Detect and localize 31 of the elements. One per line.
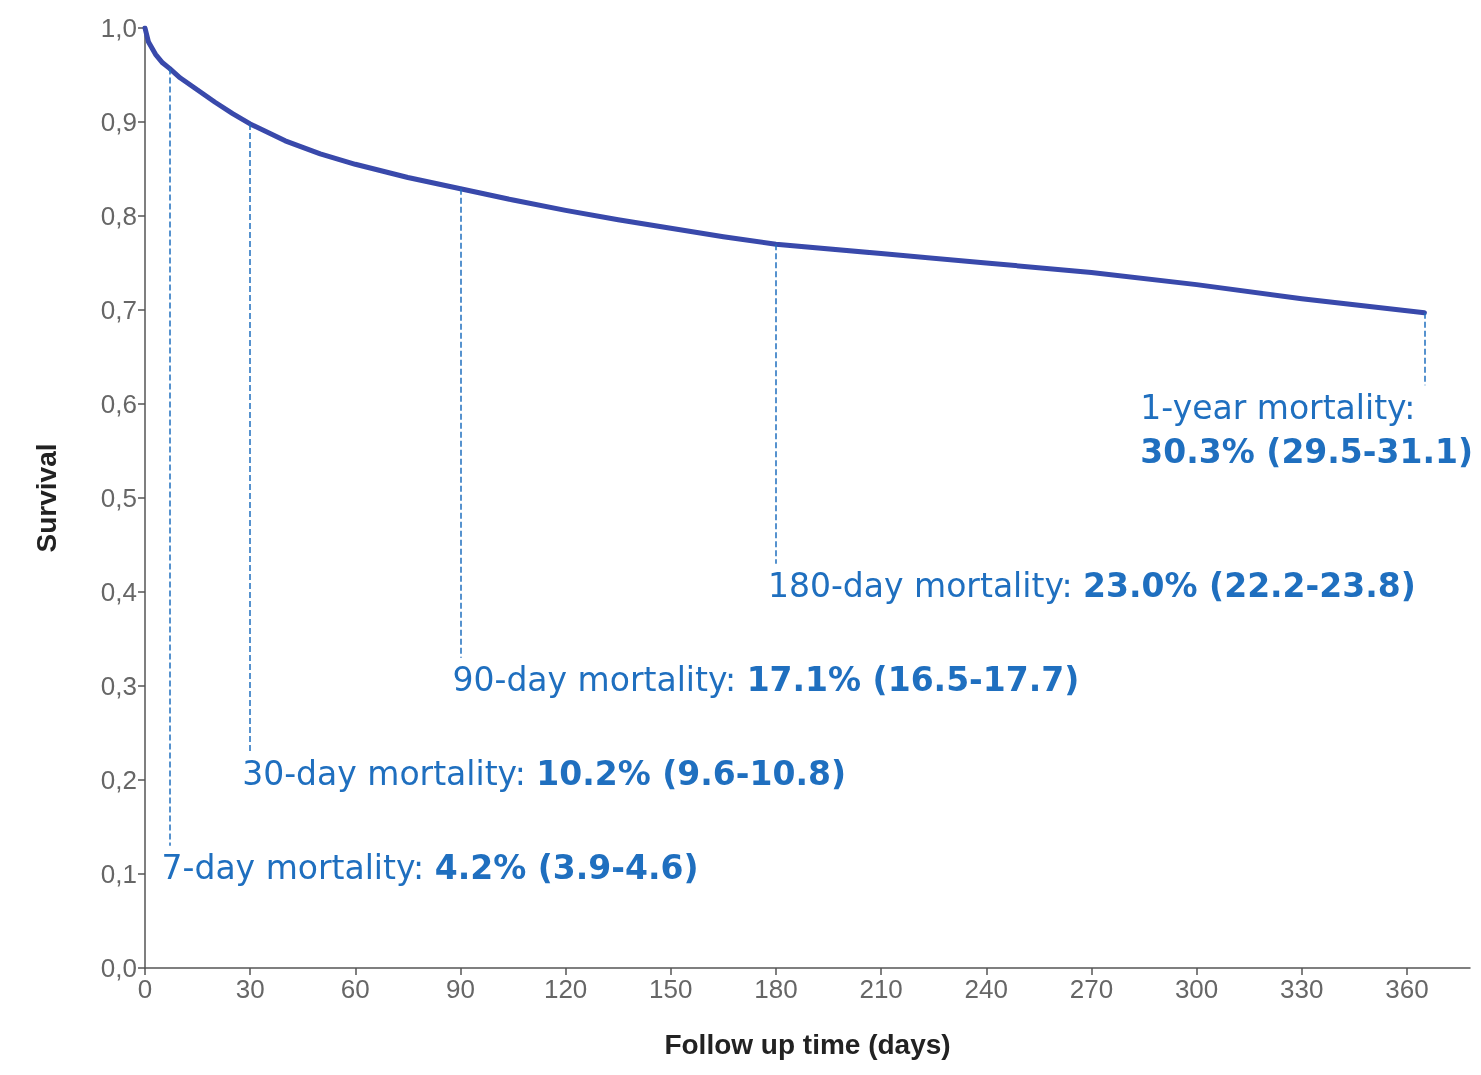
y-tick-label: 0,9 bbox=[100, 107, 137, 137]
x-tick-label: 210 bbox=[859, 974, 903, 1004]
x-tick-label: 360 bbox=[1385, 974, 1429, 1004]
y-tick-label: 0,6 bbox=[100, 389, 137, 419]
y-tick-label: 0,1 bbox=[100, 859, 137, 889]
y-tick-label: 0,8 bbox=[100, 201, 137, 231]
annotation: 7-day mortality: 4.2% (3.9-4.6) bbox=[161, 848, 699, 888]
x-tick-label: 0 bbox=[137, 974, 153, 1004]
y-tick-label: 0,7 bbox=[100, 295, 137, 325]
x-tick-label: 90 bbox=[446, 974, 475, 1004]
x-tick-label: 240 bbox=[964, 974, 1008, 1004]
annotation: 180-day mortality: 23.0% (22.2-23.8) bbox=[767, 566, 1416, 606]
x-axis-title: Follow up time (days) bbox=[664, 1028, 951, 1060]
x-tick-label: 330 bbox=[1280, 974, 1324, 1004]
y-tick-label: 0,2 bbox=[100, 765, 137, 795]
annotation: 90-day mortality: 17.1% (16.5-17.7) bbox=[452, 660, 1080, 700]
y-tick-label: 1,0 bbox=[100, 13, 137, 43]
x-tick-label: 270 bbox=[1069, 974, 1114, 1004]
y-axis-title: Survival bbox=[30, 443, 62, 553]
x-tick-label: 150 bbox=[649, 974, 693, 1004]
x-tick-label: 180 bbox=[754, 974, 798, 1004]
y-tick-label: 0,0 bbox=[100, 953, 137, 983]
y-tick-label: 0,4 bbox=[100, 577, 137, 607]
x-tick-label: 30 bbox=[235, 974, 265, 1004]
x-tick-label: 300 bbox=[1174, 974, 1219, 1004]
annotation: 30-day mortality: 10.2% (9.6-10.8) bbox=[242, 754, 847, 794]
annotation: 1-year mortality: 30.3% (29.5-31.1) bbox=[1140, 387, 1474, 471]
y-tick-label: 0,3 bbox=[100, 671, 137, 701]
x-tick-label: 120 bbox=[543, 974, 588, 1004]
y-tick-label: 0,5 bbox=[100, 483, 137, 513]
x-tick-label: 60 bbox=[340, 974, 370, 1004]
